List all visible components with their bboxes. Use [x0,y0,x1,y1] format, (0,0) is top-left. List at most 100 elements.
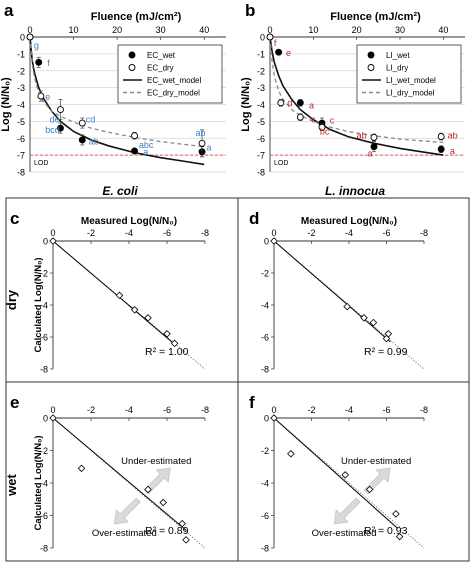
data-point [49,414,57,422]
y-tick-label: -4 [261,479,269,489]
x-tick-label: -8 [201,405,209,415]
x-tick-label: 40 [438,25,448,35]
y-axis-label: Log (N/N₀) [0,77,12,132]
significance-letter: bc [320,127,330,137]
data-point-LI_wet [296,99,304,107]
y-tick-label: -6 [257,134,265,144]
series-line-EC_dry_model [29,36,205,148]
legend-label: LI_wet_model [386,76,436,85]
significance-letter: a [143,147,148,157]
fit-line [273,240,391,343]
column-label-ecoli: E. coli [102,184,138,198]
significance-letter: c [330,116,335,126]
x-tick-label: -4 [345,228,353,238]
y-tick-label: -5 [17,117,25,127]
data-point [365,485,374,494]
y-tick-label: -2 [261,269,269,279]
y-tick-label: -8 [261,544,269,554]
data-point-EC_wet [78,136,86,144]
data-point-EC_wet [35,58,43,66]
y-tick-label: 0 [260,33,265,43]
row-label-wet: wet [4,473,19,496]
significance-letter: f [47,58,50,68]
significance-letter: ab [89,137,99,147]
r-squared-label: R² = 1.00 [145,346,189,358]
y-tick-label: -8 [17,168,25,178]
legend-label: EC_dry_model [147,89,200,98]
panel-letter: f [249,393,255,412]
x-tick-label: -6 [382,405,390,415]
x-axis-label: Fluence (mJ/cm²) [330,11,421,23]
over-estimated-label: Over-estimated [92,528,157,539]
y-tick-label: 0 [43,237,48,247]
data-point [115,291,124,300]
series-line-LI_wet_model [269,36,444,156]
x-tick-label: 20 [112,25,122,35]
panel-letter: b [245,1,255,20]
data-point-LI_dry [437,133,445,141]
data-point [144,314,152,322]
x-tick-label: 20 [352,25,362,35]
over-estimated-arrow [113,497,141,525]
data-point-LI_dry [277,99,285,107]
significance-letter: f [274,38,277,48]
under-estimated-arrow [143,467,171,495]
y-tick-label: -2 [257,66,265,76]
r-squared-label: R² = 0.93 [364,525,408,537]
data-point [395,532,404,541]
data-point-LI_wet [437,145,445,153]
significance-letter: abc [139,140,154,150]
data-point [144,485,152,494]
y-tick-label: -2 [40,446,48,456]
x-tick-label: 0 [50,228,55,238]
legend-marker [128,51,136,59]
data-point [77,464,86,473]
data-point [49,237,57,245]
row-label-dry: dry [4,289,19,310]
y-tick-label: -3 [17,83,25,93]
data-point-EC_dry [26,33,34,41]
y-tick-label: -6 [40,333,48,343]
significance-letter: ab [448,131,458,141]
fit-line [52,240,175,345]
data-point-EC_dry [131,132,138,140]
significance-letter: d [287,98,292,108]
y-tick-label: -4 [17,100,25,110]
data-point [178,519,186,528]
data-point [392,510,400,518]
data-point-LI_dry [296,113,304,121]
y-tick-label: -1 [257,49,265,59]
panel-letter: a [4,1,14,20]
y-tick-label: 0 [43,414,48,424]
y-tick-label: -4 [40,301,48,311]
y-axis-label: Calculated Log(N/N₀) [33,257,44,352]
panel-e: e 0 -2 -4 -6 -8 0 -2 -4 -6 -8 Calculated Log(N/N₀) U… [10,393,209,554]
data-point [270,414,278,422]
data-point [384,330,393,338]
data-point-LI_dry [266,33,274,41]
data-point-EC_wet [131,147,138,155]
y-tick-label: -4 [261,301,269,311]
x-axis-label: Measured Log(N/N₀) [81,216,177,227]
fit-line [52,417,187,531]
data-point [343,302,351,311]
y-tick-label: -6 [261,511,269,521]
y-tick-label: -2 [17,66,25,76]
y-tick-label: -8 [257,168,265,178]
data-point-LI_dry [318,123,326,131]
y-tick-label: -8 [40,544,48,554]
data-point [270,237,278,245]
panel-f: f 0 -2 -4 -6 -80-2-4-6-8Under-estimatedOver-e… [249,393,428,554]
significance-letter: c [311,115,316,125]
y-tick-label: 0 [264,237,269,247]
significance-letter: a [206,143,211,153]
panel-letter: d [249,209,259,228]
lod-label: LOD [274,160,288,167]
significance-letter: e [286,48,291,58]
over-estimated-label: Over-estimated [312,528,377,539]
legend-label: EC_wet_model [147,76,201,85]
y-tick-label: -1 [17,49,25,59]
y-tick-label: -4 [257,100,265,110]
significance-letter: a [450,146,455,156]
x-tick-label: -4 [345,405,353,415]
